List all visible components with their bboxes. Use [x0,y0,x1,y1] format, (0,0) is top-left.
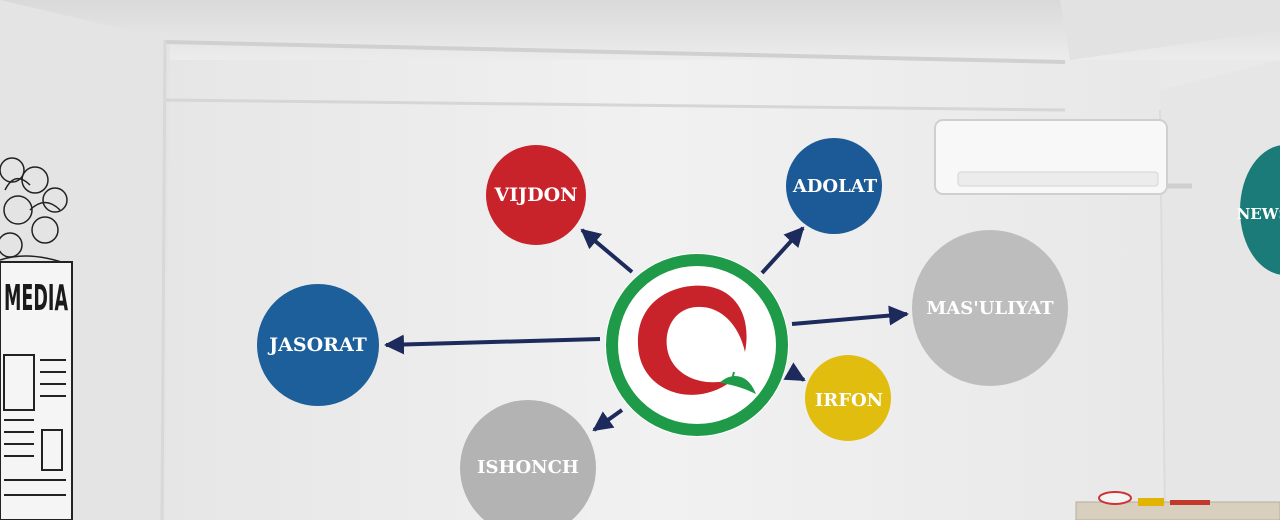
arrow-to-adolat [760,226,805,275]
arrow-to-vijdon [580,228,634,274]
center-logo [605,253,789,437]
leaf-icon [719,371,756,395]
news-circle [1240,145,1280,275]
circle-vijdon: VIJDON [486,145,586,245]
label-jasorat: JASORAT [267,334,367,356]
label-vijdon: VIJDON [493,184,577,206]
label-irfon: IRFON [815,390,883,411]
right-wall [1160,60,1280,520]
newspaper-sheet [0,261,73,520]
circle-irfon: IRFON [805,355,891,441]
logo-swirl [637,285,747,395]
ceiling-right [1060,0,1280,60]
circle-masuliyat: MAS'ULIYAT [912,230,1068,386]
media-word: MEDIA [4,278,68,319]
arrow-to-irfon [783,362,806,382]
right-wall-sign: NEWS [1237,145,1280,275]
left-corner [160,39,167,520]
crown-molding [164,40,1066,64]
left-wall-mural: MEDIA [0,157,73,520]
arrow-to-masuliyat [791,305,909,326]
logo-ring [606,254,788,436]
circle-ishonch: ISHONCH [460,400,596,520]
soffit-edge [164,98,1066,112]
label-adolat: ADOLAT [792,176,878,197]
newspaper-lines [3,354,66,496]
value-circles: VIJDON ADOLAT MAS'ULIYAT IRFON ISHONCH J… [257,138,1068,520]
arrow-to-jasorat [384,334,601,355]
label-masuliyat: MAS'ULIYAT [926,298,1054,319]
arrow-to-ishonch [592,408,624,432]
air-conditioner [934,119,1192,195]
label-ishonch: ISHONCH [477,457,579,478]
circle-jasorat: JASORAT [257,284,379,406]
news-word: NEWS [1237,205,1280,223]
arrows [384,226,909,432]
floor-items [1075,491,1280,520]
crowd-illustration [0,157,71,266]
circle-adolat: ADOLAT [786,138,882,234]
